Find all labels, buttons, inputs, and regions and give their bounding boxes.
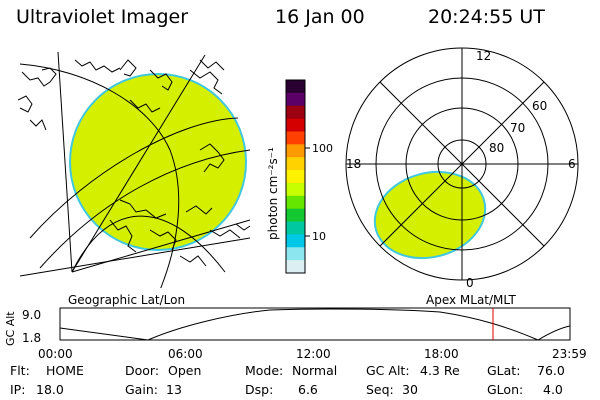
colorbar-segment [286,92,305,107]
colorbar-segment [286,80,305,94]
status-ip-value: 18.0 [36,382,64,397]
status-seq-key: Seq: [366,382,394,397]
observation-date: 16 Jan 00 [275,6,365,28]
mag-lat-label-70: 70 [510,121,525,135]
geo-coastline [149,69,173,91]
geo-coastline [119,199,167,219]
status-flt-key: Flt: [10,363,30,378]
status-glat-key: GLat: [487,363,521,378]
mag-lat-label-80: 80 [489,141,504,155]
colorbar-segment [286,170,305,184]
geo-coastline [119,59,137,77]
colorbar: 100 10 photon cm⁻²s⁻¹ [266,79,333,274]
mag-lat-label-60: 60 [532,99,547,113]
altitude-xtick-1200: 12:00 [296,347,331,361]
geo-coastline [199,59,225,71]
geo-coastline [74,59,121,73]
status-door-value: Open [168,363,202,378]
colorbar-segment [286,208,305,223]
altitude-xtick-0600: 06:00 [168,347,203,361]
altitude-xtick-2359: 23:59 [552,347,587,361]
colorbar-segment [286,195,305,210]
geo-coastline [21,67,57,87]
status-seq-value: 30 [402,382,418,397]
magnetic-panel: 12 18 6 0 60 70 80 [345,47,579,290]
geo-longitude-line [71,54,206,273]
colorbar-segment [286,247,305,261]
geo-coastline [149,229,177,251]
status-gcalt-value: 4.3 Re [420,363,460,378]
colorbar-segment [286,260,305,274]
mag-panel-label: Apex MLat/MLT [426,293,516,307]
mag-auroral-oval [373,170,487,260]
geo-panel-label: Geographic Lat/Lon [68,293,186,307]
colorbar-segment [286,234,305,248]
status-gcalt-key: GC Alt: [366,363,410,378]
geo-coastline [29,119,47,131]
status-gain-key: Gain: [125,382,158,397]
geographic-panel [18,51,251,288]
altitude-xtick-0000: 00:00 [38,347,73,361]
status-glat-value: 76.0 [537,363,565,378]
status-dsp-key: Dsp: [245,382,274,397]
status-flt-value: HOME [46,363,84,378]
geo-latitude-line [39,149,251,269]
mag-mlt-label-18: 18 [346,157,361,171]
status-glon-value: 4.0 [543,382,563,397]
geo-coastline [189,69,223,95]
colorbar-segment [286,118,305,133]
geo-coastline [18,95,33,113]
colorbar-segments [286,80,305,274]
instrument-title: Ultraviolet Imager [16,6,189,28]
geo-emission-disk [69,73,247,251]
altitude-xtick-1800: 18:00 [424,347,459,361]
mag-mlt-label-0: 0 [466,276,474,290]
altitude-plot: 9.0 1.8 GC Alt 00:00 06:00 12:00 18:00 2… [4,307,587,361]
geo-coastline [109,219,137,253]
mag-mlt-label-6: 6 [568,157,576,171]
colorbar-segment [286,157,305,171]
colorbar-unit-label: photon cm⁻²s⁻¹ [266,147,280,240]
geo-coastline [129,99,161,113]
geo-longitude-line [71,219,251,273]
status-glon-key: GLon: [487,382,524,397]
colorbar-tick-label-100: 100 [312,142,333,155]
altitude-ymin-label: 1.8 [22,331,41,345]
colorbar-tick-label-10: 10 [312,230,326,243]
geo-coastline [179,255,207,267]
status-gain-value: 13 [166,382,182,397]
altitude-curve [59,308,571,341]
status-door-key: Door: [125,363,160,378]
status-dsp-value: 6.6 [298,382,318,397]
colorbar-segment [286,144,305,158]
geo-coastline [209,229,241,239]
geo-coastline [199,143,225,173]
colorbar-segment [286,221,305,235]
geo-latitude-line [29,117,239,239]
geo-latitude-line [71,215,226,273]
geo-coastline [185,205,213,215]
mag-mlt-label-12: 12 [476,49,491,63]
geo-longitude-line [57,51,73,273]
colorbar-frame [285,79,306,274]
mag-meridian-diag [379,81,545,247]
observation-time: 20:24:55 UT [428,6,545,28]
altitude-ymax-label: 9.0 [22,308,41,322]
colorbar-segment [286,131,305,145]
geo-latitude-line [19,63,180,288]
altitude-plot-frame [59,307,571,341]
altitude-ylabel: GC Alt [4,311,17,346]
colorbar-segment [286,182,305,197]
status-mode-value: Normal [292,363,338,378]
status-mode-key: Mode: [245,363,284,378]
geo-coastlines [18,59,251,267]
status-ip-key: IP: [10,382,26,397]
geo-coastline [235,223,251,231]
colorbar-segment [286,105,305,120]
geo-latitude-line [19,237,251,277]
